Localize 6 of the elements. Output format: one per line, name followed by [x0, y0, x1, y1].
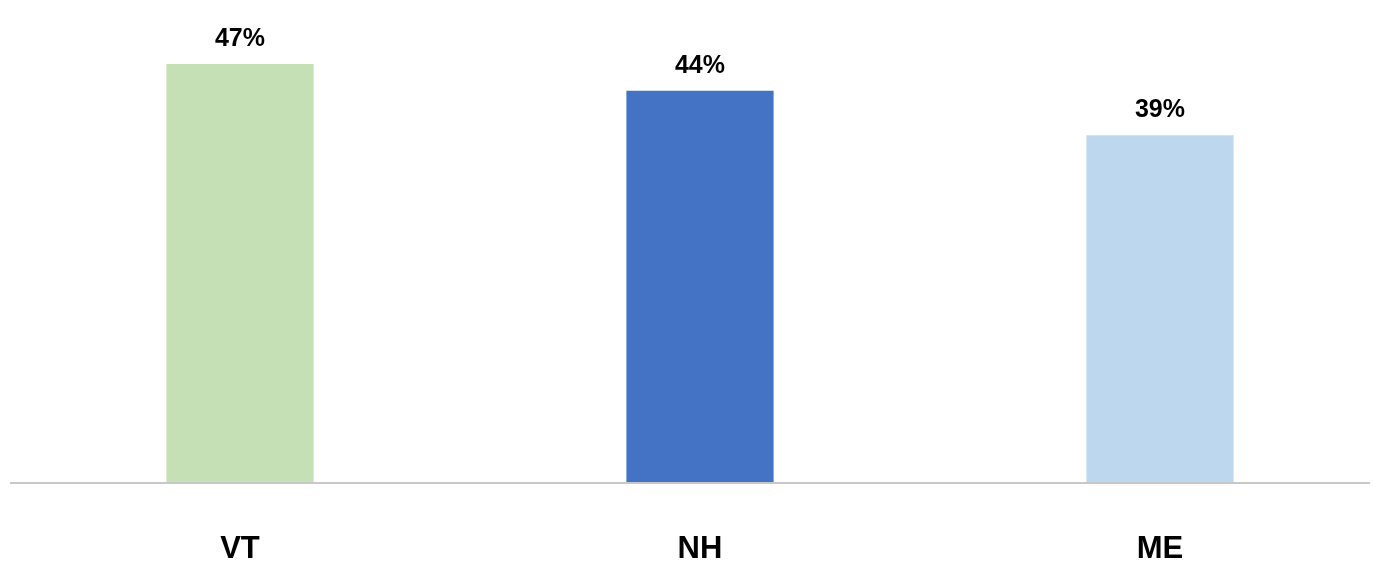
- x-tick-label: NH: [677, 530, 723, 561]
- data-label: 39%: [1134, 94, 1186, 123]
- x-tick-label: VT: [220, 530, 260, 561]
- data-label: 47%: [214, 23, 266, 51]
- x-tick-label: ME: [1136, 530, 1184, 561]
- data-label: 44%: [674, 49, 726, 78]
